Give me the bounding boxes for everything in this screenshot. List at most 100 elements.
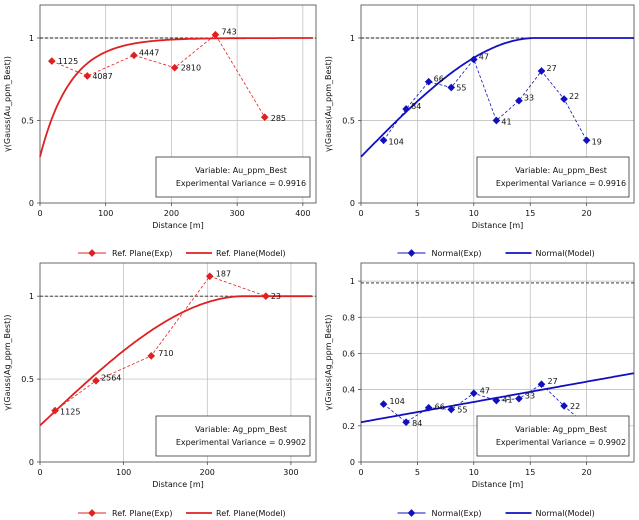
info-variable: Variable: Ag_ppm_Best: [515, 425, 607, 434]
info-variance: Experimental Variance = 0.9916: [176, 179, 306, 188]
point-pair-count-label: 23: [271, 292, 281, 301]
panel-ag-ref-plane: 0 100 200 300 0 0.5 1 Distance [m] γ(Gauss(Ag_pp…: [3, 262, 317, 518]
point-pair-count-label: 27: [546, 64, 556, 73]
experimental-point: [83, 72, 92, 80]
legend-exp-marker: [407, 509, 416, 517]
legend-exp-marker: [88, 249, 96, 257]
point-pair-count-label: 41: [502, 395, 512, 404]
info-variable: Variable: Ag_ppm_Best: [195, 425, 287, 434]
x-tick-label: 5: [415, 468, 420, 477]
x-tick-label: 300: [283, 468, 298, 477]
experimental-point: [260, 113, 269, 122]
point-pair-count-label: 27: [547, 377, 557, 386]
panel-ag-normal: 0 5 10 15 20 0 0.2 0.4 0.6 0.8 1 Distance [m] γ(Gaus…: [324, 262, 635, 518]
x-tick-label: 15: [525, 468, 535, 477]
y-axis-label: γ(Gauss(Au_ppm_Best)): [3, 56, 12, 152]
experimental-point: [424, 77, 433, 86]
y-tick-label: 0: [350, 458, 355, 467]
experimental-point: [130, 51, 138, 60]
x-tick-label: 400: [295, 209, 310, 218]
point-pair-count-label: 4087: [92, 72, 112, 81]
experimental-point: [537, 67, 546, 75]
x-tick-label: 15: [525, 209, 535, 218]
info-box: [476, 156, 630, 198]
legend-model-label: Ref. Plane(Model): [216, 249, 286, 258]
point-pair-count-label: 66: [435, 403, 445, 412]
x-tick-label: 20: [582, 468, 592, 477]
info-variance: Experimental Variance = 0.9902: [496, 438, 626, 447]
point-pair-count-label: 84: [412, 419, 422, 428]
point-pair-count-label: 104: [390, 397, 405, 406]
plot-frame: [360, 262, 635, 463]
experimental-point: [515, 394, 523, 403]
legend-exp-marker: [407, 249, 416, 257]
experimental-line: [383, 58, 587, 141]
point-pair-count-label: 1125: [58, 57, 78, 66]
experimental-point: [170, 63, 179, 72]
legend-model-label: Normal(Model): [536, 509, 595, 518]
experimental-point: [447, 83, 456, 92]
y-tick-label: 0.6: [342, 349, 355, 358]
info-variance: Experimental Variance = 0.9916: [496, 179, 626, 188]
experimental-line: [383, 383, 587, 427]
point-pair-count-label: 84: [411, 102, 421, 111]
x-axis-label: Distance [m]: [152, 221, 204, 230]
x-tick-label: 300: [230, 209, 245, 218]
point-pair-count-label: 66: [434, 75, 444, 84]
x-tick-label: 0: [358, 468, 363, 477]
y-tick-label: 0.5: [342, 117, 355, 126]
point-pair-count-label: 285: [271, 114, 286, 123]
y-tick-label: 0: [29, 458, 34, 467]
y-tick-label: 1: [29, 292, 34, 301]
x-tick-label: 100: [116, 468, 131, 477]
x-tick-label: 200: [200, 468, 215, 477]
model-curve: [39, 37, 313, 158]
experimental-point: [492, 116, 501, 125]
y-tick-label: 0.5: [21, 375, 34, 384]
experimental-point: [205, 272, 214, 281]
experimental-point: [48, 57, 56, 65]
experimental-point: [537, 380, 546, 389]
experimental-point: [424, 403, 433, 412]
x-tick-label: 10: [469, 209, 479, 218]
info-variance: Experimental Variance = 0.9902: [176, 438, 306, 447]
point-pair-count-label: 19: [592, 137, 602, 146]
experimental-point: [402, 418, 410, 427]
experimental-point: [147, 352, 156, 360]
point-pair-count-label: 1125: [60, 408, 80, 417]
experimental-point: [447, 405, 456, 414]
legend-model-label: Normal(Model): [536, 249, 595, 258]
experimental-point: [379, 136, 388, 145]
panel-au-ref-plane: 0 100 200 300 400 0 0.5 1 Distance [m] γ(Gauss(Au…: [3, 4, 317, 258]
experimental-point: [379, 400, 388, 408]
y-tick-label: 1: [350, 34, 355, 43]
experimental-point: [560, 402, 568, 410]
point-pair-count-label: 22: [569, 92, 579, 101]
experimental-point: [469, 389, 478, 398]
x-tick-label: 200: [164, 209, 179, 218]
x-tick-label: 5: [415, 209, 420, 218]
plot-frame: [360, 4, 635, 204]
y-axis-label: γ(Gauss(Ag_ppm_Best)): [3, 315, 12, 411]
y-tick-label: 0: [29, 199, 34, 208]
info-variable: Variable: Au_ppm_Best: [195, 166, 287, 175]
point-pair-count-label: 47: [480, 386, 490, 395]
legend-exp-label: Normal(Exp): [432, 509, 482, 518]
point-pair-count-label: 187: [216, 269, 231, 278]
x-tick-label: 0: [37, 209, 42, 218]
legend-exp-label: Normal(Exp): [432, 249, 482, 258]
point-pair-count-label: 710: [158, 349, 173, 358]
info-variable: Variable: Au_ppm_Best: [515, 166, 607, 175]
point-pair-count-label: 2564: [101, 374, 121, 383]
plot-frame: [39, 4, 317, 204]
y-tick-label: 0.2: [342, 422, 355, 431]
x-tick-label: 0: [37, 468, 42, 477]
experimental-point: [211, 30, 220, 39]
x-tick-label: 100: [98, 209, 113, 218]
x-tick-label: 20: [582, 209, 592, 218]
point-pair-count-label: 4447: [139, 48, 159, 57]
point-pair-count-label: 22: [570, 402, 580, 411]
y-tick-label: 1: [350, 277, 355, 286]
experimental-point: [492, 396, 501, 405]
